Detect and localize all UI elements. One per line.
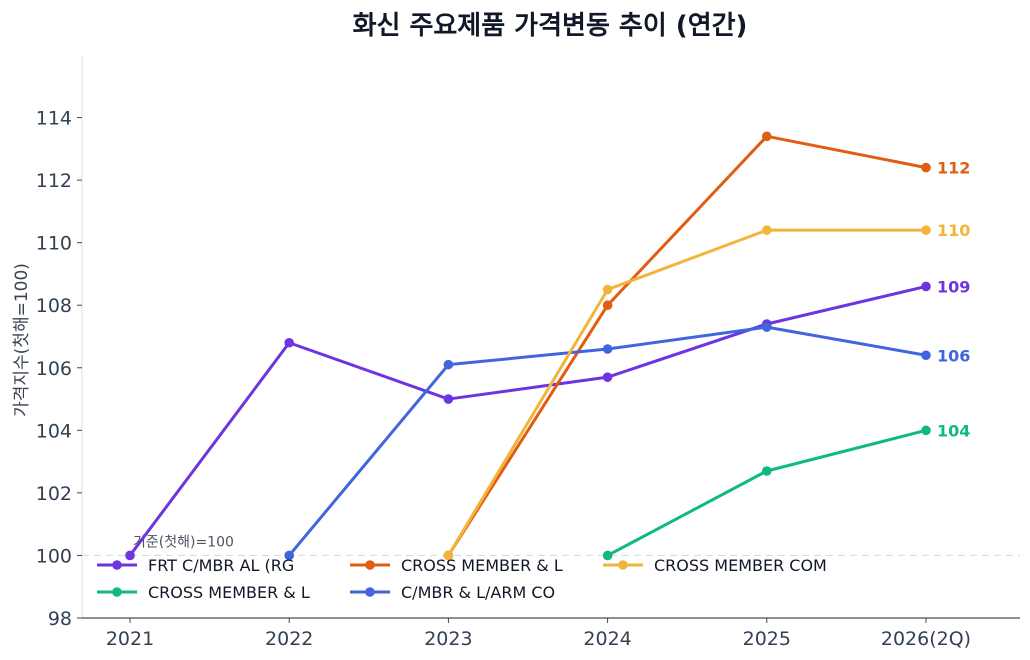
- y-axis-label: 가격지수(첫해=100): [12, 263, 32, 417]
- data-point: [602, 550, 613, 561]
- legend-swatch-marker: [618, 560, 628, 570]
- data-point: [762, 466, 772, 476]
- chart-title: 화신 주요제품 가격변동 추이 (연간): [353, 11, 748, 41]
- data-point: [602, 372, 613, 382]
- x-tick-label: 2022: [265, 628, 313, 650]
- data-point: [762, 322, 772, 332]
- y-tick-label: 104: [36, 420, 72, 442]
- x-tick-label: 2023: [424, 628, 472, 650]
- end-label-4: 110: [937, 221, 970, 240]
- series-line-2: [446, 134, 928, 557]
- baseline: 기준(첫해)=100: [82, 534, 1020, 557]
- y-tick-label: 112: [36, 170, 72, 192]
- y-tick-label: 114: [36, 108, 72, 130]
- data-point: [921, 425, 931, 436]
- data-point: [443, 359, 454, 370]
- x-tick-label: 2024: [583, 628, 631, 650]
- series-line-0: [128, 284, 928, 557]
- data-point: [284, 337, 295, 348]
- legend-entry: C/MBR & L/ARM CO: [401, 583, 555, 602]
- legend-swatch-marker: [365, 587, 375, 597]
- legend-swatch-marker: [112, 587, 122, 597]
- x-tick-label: 2025: [743, 628, 791, 650]
- end-label-2: 112: [937, 159, 970, 178]
- legend-entry: CROSS MEMBER & L: [148, 583, 310, 602]
- y-tick-label: 100: [36, 545, 72, 567]
- data-point: [921, 281, 931, 292]
- data-point: [443, 550, 454, 561]
- legend-entry: CROSS MEMBER COM: [654, 556, 827, 575]
- y-tick-label: 98: [48, 608, 72, 630]
- y-tick-label: 106: [36, 358, 72, 380]
- y-tick-label: 102: [36, 483, 72, 505]
- end-label-3: 106: [937, 346, 970, 365]
- data-point: [602, 344, 613, 354]
- legend-entry: CROSS MEMBER & L: [401, 556, 563, 575]
- y-tick-label: 110: [36, 233, 72, 255]
- x-tick-label: 2021: [106, 628, 154, 650]
- series-lines: [125, 131, 931, 561]
- end-labels: 109 104 112 106 110: [937, 159, 970, 441]
- end-label-1: 104: [937, 421, 970, 440]
- series-line-3: [287, 325, 928, 557]
- data-point: [762, 131, 772, 142]
- data-point: [125, 550, 135, 561]
- series-line-1: [606, 428, 928, 557]
- data-point: [921, 350, 931, 361]
- baseline-label: 기준(첫해)=100: [133, 534, 234, 550]
- legend-entry: FRT C/MBR AL (RG: [148, 556, 294, 575]
- data-point: [284, 550, 295, 561]
- data-point: [443, 394, 454, 404]
- data-point: [602, 300, 613, 311]
- legend-swatch-marker: [365, 560, 375, 570]
- legend-swatch-marker: [112, 560, 122, 570]
- data-point: [762, 225, 772, 235]
- series-line-4: [446, 228, 928, 557]
- data-point: [921, 225, 931, 235]
- data-point: [921, 162, 931, 173]
- end-label-0: 109: [937, 277, 970, 296]
- axes: 98 100 102 104 106 108 110 112 114 2021 2022 2023 20…: [36, 55, 1020, 650]
- y-tick-label: 108: [36, 295, 72, 317]
- x-tick-label: 2026(2Q): [881, 628, 971, 650]
- data-point: [602, 284, 613, 295]
- legend: FRT C/MBR AL (RG CROSS MEMBER & L CROSS ME…: [97, 556, 827, 602]
